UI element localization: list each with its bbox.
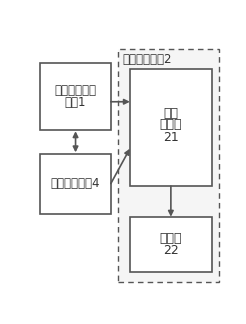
Text: 21: 21 [163, 131, 179, 144]
Text: 模块1: 模块1 [65, 96, 86, 109]
Bar [119, 49, 218, 282]
Text: 数据处理驱动: 数据处理驱动 [55, 84, 96, 97]
Bar [130, 217, 212, 272]
Text: 电源管理模块4: 电源管理模块4 [51, 177, 100, 190]
Text: 存储器: 存储器 [160, 119, 182, 132]
Text: 存储显示模块2: 存储显示模块2 [122, 52, 172, 65]
Text: 显示器: 显示器 [160, 232, 182, 245]
Text: 数据: 数据 [163, 107, 178, 120]
Bar [40, 154, 111, 214]
Bar [130, 69, 212, 186]
Text: 22: 22 [163, 244, 179, 258]
Bar [40, 63, 111, 130]
